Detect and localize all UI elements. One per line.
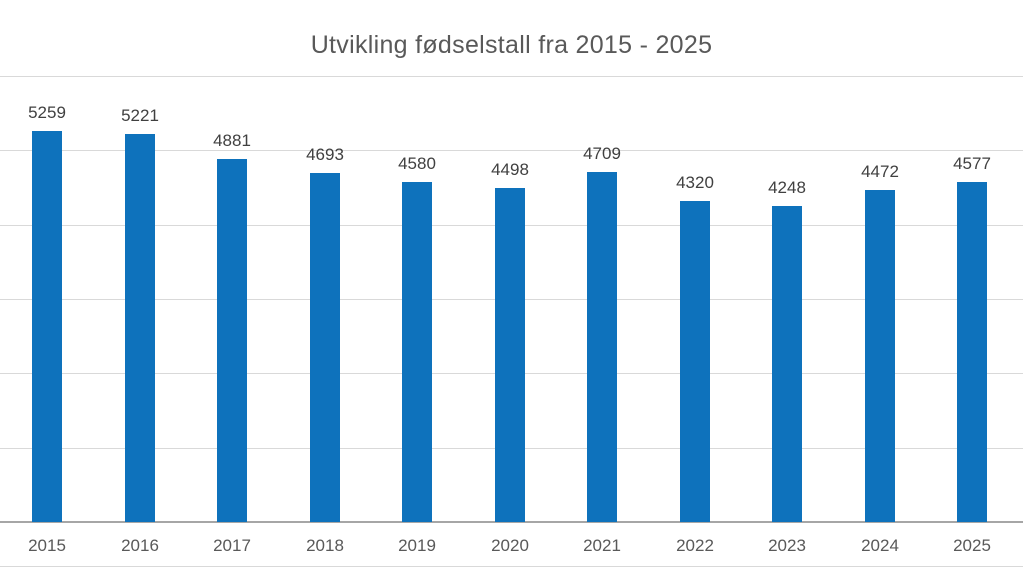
x-axis-tick-label: 2018 [306, 536, 344, 555]
x-axis-tick-label: 2015 [28, 536, 66, 555]
x-axis-tick-label: 2022 [676, 536, 714, 555]
x-axis-tick-label: 2025 [953, 536, 991, 555]
x-axis-tick-label: 2017 [213, 536, 251, 555]
bar-value-label: 4498 [491, 160, 529, 179]
bar-value-label: 4248 [768, 178, 806, 197]
bar-2024 [865, 190, 895, 522]
chart-title: Utvikling fødselstall fra 2015 - 2025 [310, 31, 713, 59]
x-axis-tick-label: 2020 [491, 536, 529, 555]
bar-value-label: 4320 [676, 173, 714, 192]
bar-value-label: 5259 [28, 103, 66, 122]
bar-2015 [32, 131, 62, 522]
chart-bottom-border [0, 566, 1023, 567]
bar-2019 [402, 182, 432, 522]
bar-value-label: 4577 [953, 154, 991, 173]
bar-value-label: 4580 [398, 154, 436, 173]
x-axis-tick-label: 2023 [768, 536, 806, 555]
x-axis-tick-label: 2021 [583, 536, 621, 555]
bar-2016 [125, 134, 155, 522]
bar-value-label: 4693 [306, 145, 344, 164]
bar-2017 [217, 159, 247, 522]
x-axis-tick-label: 2016 [121, 536, 159, 555]
x-axis-tick-label: 2019 [398, 536, 436, 555]
bar-2020 [495, 188, 525, 522]
bar-2021 [587, 172, 617, 522]
bar-2022 [680, 201, 710, 522]
x-axis-line [0, 521, 1023, 523]
x-axis-tick-label: 2024 [861, 536, 899, 555]
bar-value-label: 5221 [121, 106, 159, 125]
bar-2025 [957, 182, 987, 522]
bar-2023 [772, 206, 802, 522]
bar-2018 [310, 173, 340, 522]
bar-value-label: 4472 [861, 162, 899, 181]
bar-value-label: 4709 [583, 144, 621, 163]
bar-value-label: 4881 [213, 131, 251, 150]
horizontal-gridline [0, 150, 1023, 151]
horizontal-gridline [0, 76, 1023, 77]
